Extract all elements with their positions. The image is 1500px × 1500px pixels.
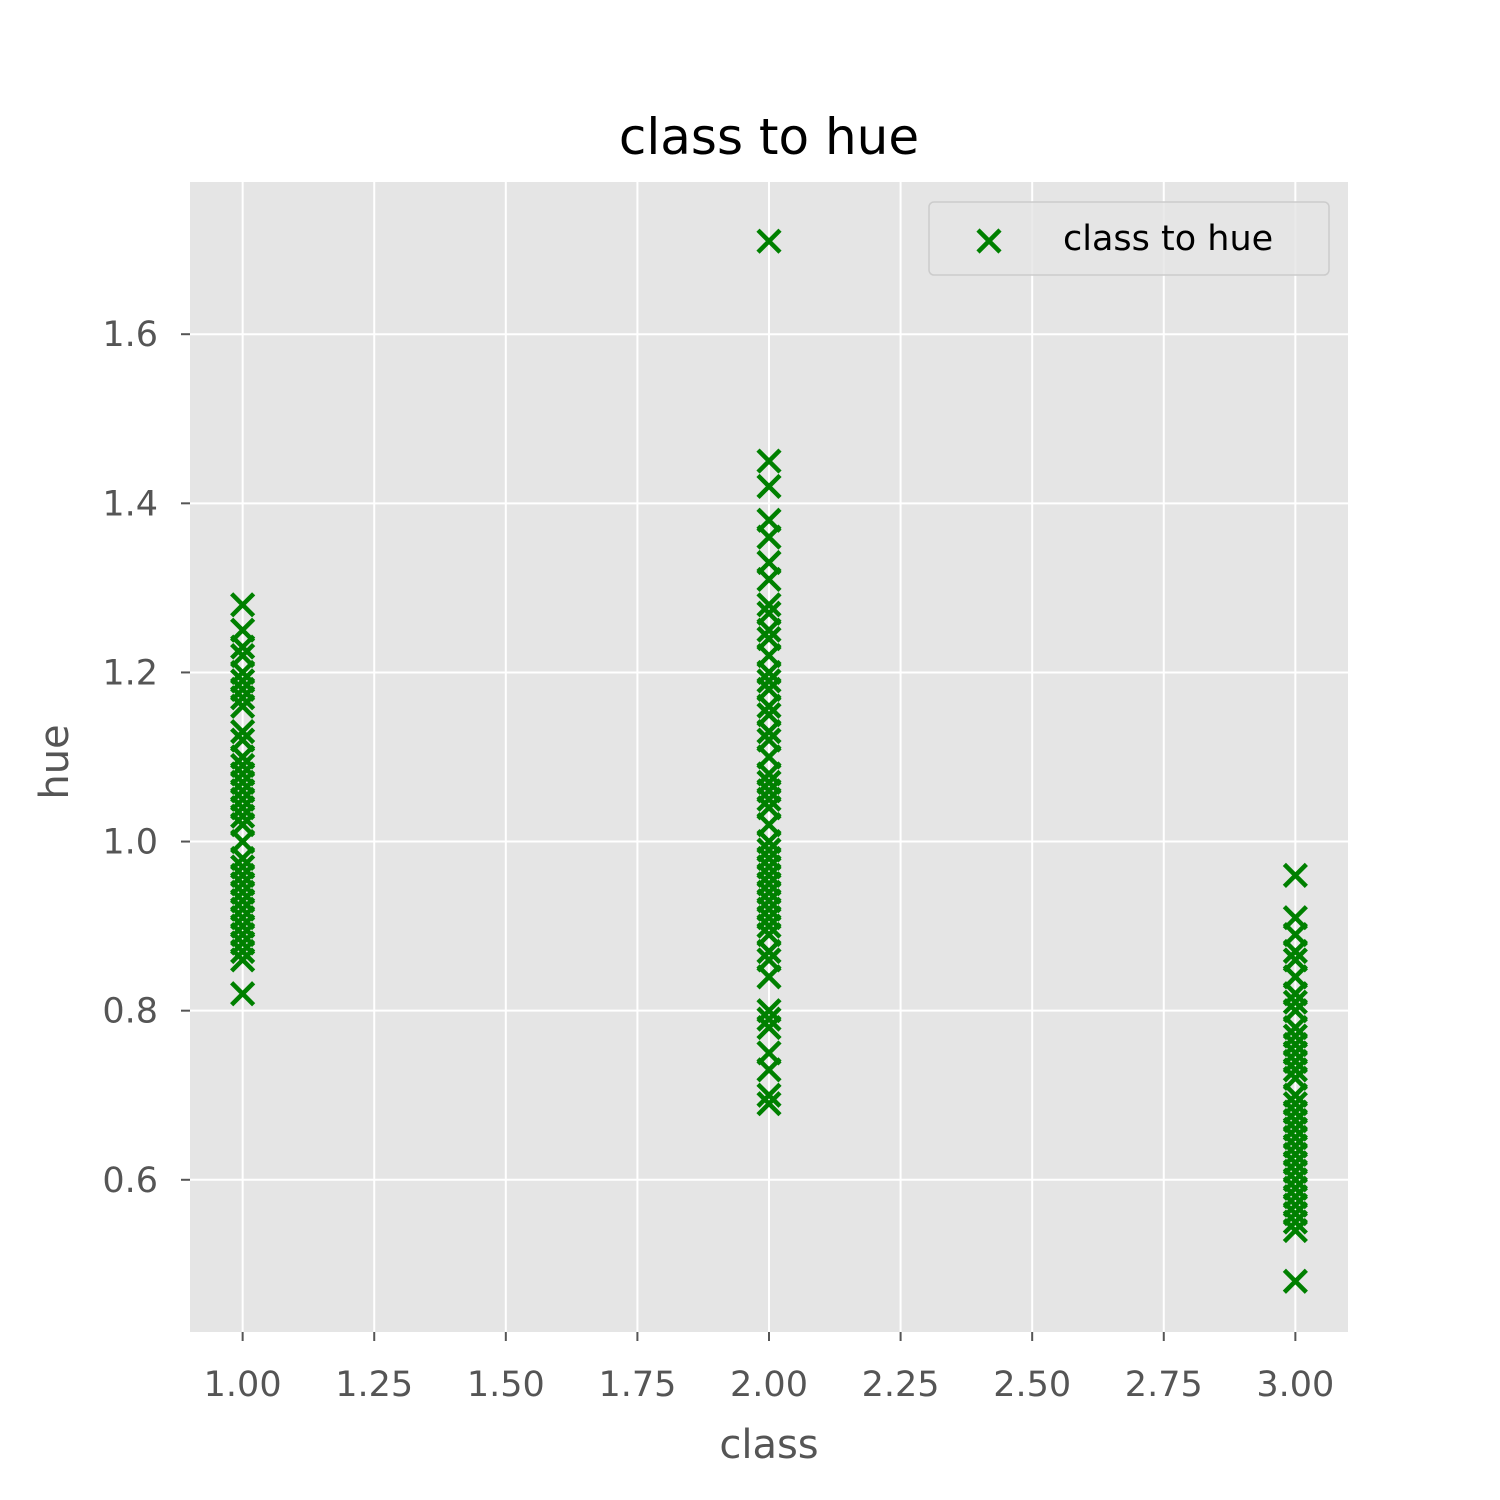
data-point — [230, 803, 256, 829]
data-point — [756, 938, 782, 965]
legend-marker-x — [976, 228, 1002, 254]
data-point — [756, 617, 782, 643]
data-point — [230, 947, 256, 973]
legend-marker — [976, 228, 1002, 254]
data-point — [756, 1091, 782, 1117]
legend-box — [928, 201, 1330, 276]
data-point — [230, 938, 256, 965]
y-axis-ticks: 0.6 0.8 1.0 1.2 1.4 1.6 — [102, 315, 190, 1201]
data-points — [230, 228, 1308, 1294]
data-point — [1282, 1209, 1308, 1235]
y-axis-label: hue — [32, 724, 78, 799]
x-tick-label: 1.50 — [467, 1365, 545, 1405]
data-point — [756, 473, 782, 500]
data-point — [756, 964, 782, 990]
data-point — [1282, 938, 1308, 965]
x-tick-label: 1.75 — [598, 1365, 676, 1405]
data-point — [756, 566, 782, 593]
data-point — [1282, 1268, 1308, 1294]
data-point — [230, 592, 256, 618]
y-tick-label: 1.2 — [102, 653, 158, 693]
data-point — [756, 1006, 782, 1032]
x-tick-label: 2.00 — [730, 1365, 808, 1405]
data-point — [1282, 1057, 1308, 1083]
data-point — [230, 634, 256, 660]
x-tick-label: 1.25 — [335, 1365, 413, 1405]
data-point — [230, 693, 256, 719]
y-tick-label: 0.8 — [102, 992, 158, 1032]
y-tick-label: 0.6 — [102, 1161, 158, 1201]
data-point — [756, 448, 782, 474]
data-point — [756, 693, 782, 719]
data-point — [230, 981, 256, 1007]
data-point — [230, 719, 256, 745]
x-tick-label: 1.00 — [204, 1365, 282, 1405]
data-point — [756, 228, 782, 254]
data-point — [230, 685, 256, 711]
y-tick-label: 1.0 — [102, 823, 158, 863]
x-tick-label: 2.75 — [1125, 1365, 1203, 1405]
legend-label: class to hue — [1063, 219, 1273, 259]
data-point — [756, 1082, 782, 1108]
data-point — [1282, 989, 1308, 1015]
chart-title: class to hue — [619, 108, 919, 166]
data-point — [756, 719, 782, 745]
data-point — [756, 524, 782, 550]
x-axis-ticks: 1.00 1.25 1.50 1.75 2.00 2.25 2.50 2.75 3.00 — [204, 1332, 1334, 1405]
data-point — [756, 1014, 782, 1041]
x-tick-label: 2.50 — [993, 1365, 1071, 1405]
legend: class to hue — [928, 201, 1330, 276]
data-point — [756, 913, 782, 939]
x-tick-label: 2.25 — [862, 1365, 940, 1405]
x-tick-label: 3.00 — [1256, 1365, 1334, 1405]
data-point — [756, 786, 782, 812]
data-point — [756, 592, 782, 618]
data-point — [1282, 1217, 1308, 1244]
x-axis-label: class — [719, 1422, 818, 1468]
data-point — [756, 1057, 782, 1083]
data-point — [756, 668, 782, 694]
y-tick-label: 1.4 — [102, 484, 158, 524]
y-tick-label: 1.6 — [102, 315, 158, 355]
data-point — [1282, 862, 1308, 888]
